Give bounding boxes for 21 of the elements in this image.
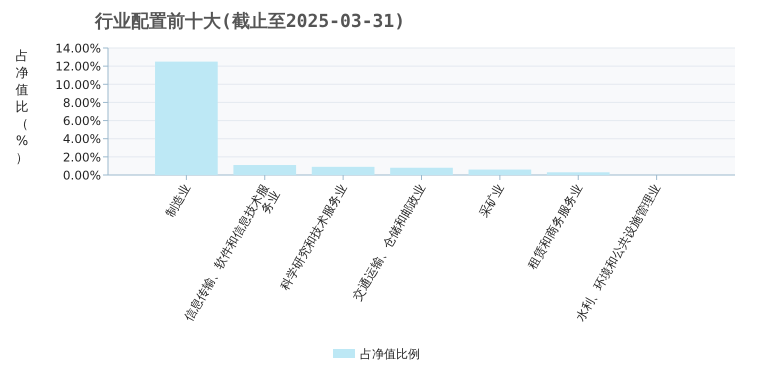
x-tick-label: 采矿业 <box>476 182 506 220</box>
bar <box>390 168 453 175</box>
x-tick-label: 制造业 <box>162 182 193 220</box>
x-tick-label: 租赁和商务服务业 <box>524 182 585 272</box>
bar <box>546 172 610 175</box>
bar <box>312 166 374 175</box>
bar <box>233 165 296 175</box>
y-tick-label: 10.00% <box>55 78 101 92</box>
bar <box>155 62 218 175</box>
bar <box>468 170 532 175</box>
y-axis-title: 占净值比（%） <box>16 49 28 166</box>
y-tick-label: 8.00% <box>62 96 101 110</box>
y-tick-label: 2.00% <box>62 150 101 164</box>
y-tick-label: 14.00% <box>55 42 101 56</box>
y-tick-label: 6.00% <box>62 114 101 128</box>
y-tick-label: 0.00% <box>62 168 101 182</box>
y-tick-label: 4.00% <box>62 132 101 146</box>
y-tick-label: 12.00% <box>55 60 101 74</box>
chart-title: 行业配置前十大(截止至2025-03-31) <box>94 11 406 32</box>
x-tick-label: 交通运输、仓储和邮政业 <box>350 182 428 303</box>
legend-label: 占净值比例 <box>360 347 420 361</box>
